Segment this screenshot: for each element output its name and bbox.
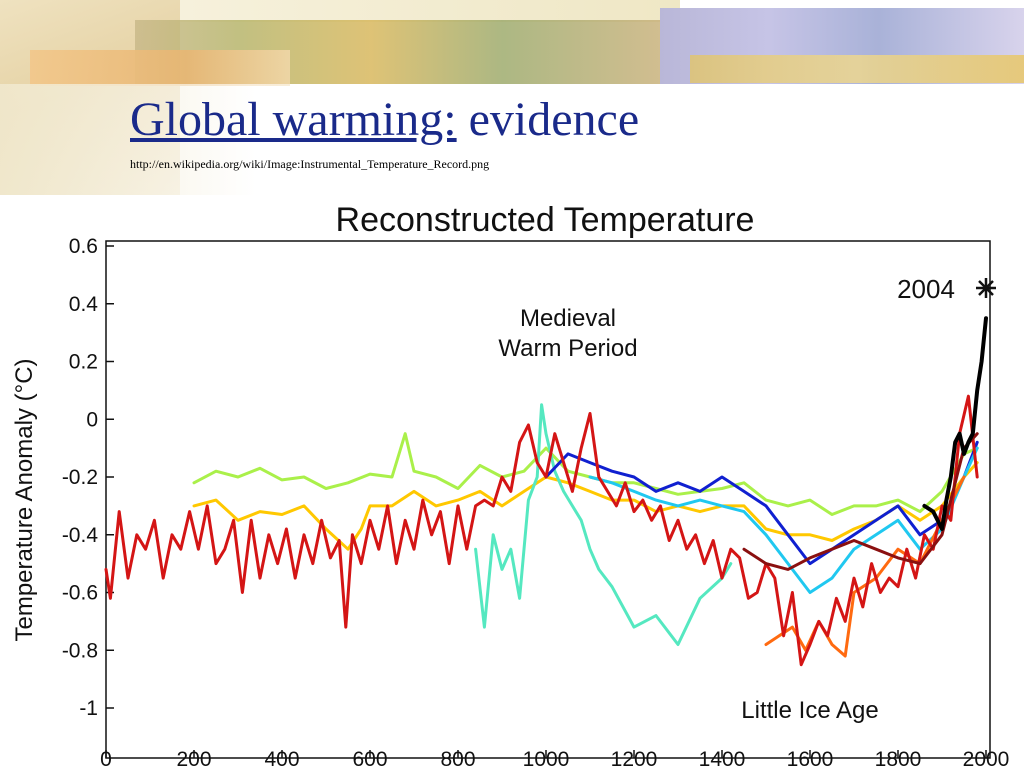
- y-tick-label: 0: [86, 408, 98, 431]
- banner-fade: [0, 84, 1024, 195]
- slide-title: Global warming: evidence: [130, 92, 639, 147]
- title-link[interactable]: Global warming:: [130, 93, 457, 146]
- source-url: http://en.wikipedia.org/wiki/Image:Instr…: [130, 157, 490, 171]
- x-tick-label: 1600: [787, 748, 834, 768]
- x-tick-label: 1800: [875, 748, 922, 768]
- series-line-1: [192, 461, 979, 551]
- series-line-2: [474, 403, 733, 646]
- x-tick-label: 1200: [611, 748, 658, 768]
- temperature-chart: Reconstructed Temperature Temperature An…: [11, 201, 1009, 768]
- x-tick-label: 1400: [699, 748, 746, 768]
- series-group: [104, 316, 988, 667]
- x-tick-label: 2000: [963, 748, 1010, 768]
- series-line-8: [922, 316, 988, 531]
- annotation-little-ice-age: Little Ice Age: [741, 697, 878, 724]
- title-rest: evidence: [468, 93, 640, 146]
- chart-title: Reconstructed Temperature: [336, 201, 755, 239]
- annotations: Medieval Warm Period Little Ice Age 2004: [498, 274, 996, 724]
- plot-frame: [105, 240, 991, 759]
- y-ticks: 0.6 0.4 0.2 0 -0.2 -0.4 -0.6 -0.8 -1: [62, 235, 114, 720]
- x-tick-label: 600: [352, 748, 387, 768]
- annotation-2004: 2004: [897, 274, 955, 304]
- annotation-medieval-1: Medieval: [520, 305, 616, 332]
- y-axis-label: Temperature Anomaly (°C): [11, 358, 38, 641]
- y-tick-label: 0.6: [69, 235, 98, 258]
- annotation-medieval-2: Warm Period: [498, 335, 637, 362]
- x-ticks: 0 200 400 600 800 1000 1200 1400 1600 1800 2000: [100, 748, 1009, 768]
- x-tick-label: 200: [176, 748, 211, 768]
- series-line-6: [104, 394, 979, 667]
- x-tick-label: 800: [440, 748, 475, 768]
- series-line-3: [544, 440, 979, 566]
- x-tick-label: 400: [264, 748, 299, 768]
- y-tick-label: 0.2: [69, 351, 98, 374]
- decorative-banner: [0, 0, 1024, 195]
- y-axis-label-group: Temperature Anomaly (°C): [11, 358, 38, 641]
- y-tick-label: -1: [79, 697, 98, 720]
- y-tick-label: -0.2: [62, 466, 98, 489]
- banner-accent-strip: [30, 50, 290, 86]
- y-tick-label: -0.4: [62, 524, 99, 547]
- banner-gold-strip: [690, 55, 1024, 83]
- series-line-7: [742, 432, 979, 571]
- y-tick-label: -0.6: [62, 582, 98, 605]
- y-tick-label: -0.8: [62, 639, 98, 662]
- asterisk-marker: [976, 278, 996, 298]
- banner-texture-top: [180, 0, 680, 22]
- x-tick-label: 0: [100, 748, 112, 768]
- series-line-0: [192, 432, 979, 516]
- y-tick-label: 0.4: [69, 293, 99, 316]
- x-tick-label: 1000: [523, 748, 570, 768]
